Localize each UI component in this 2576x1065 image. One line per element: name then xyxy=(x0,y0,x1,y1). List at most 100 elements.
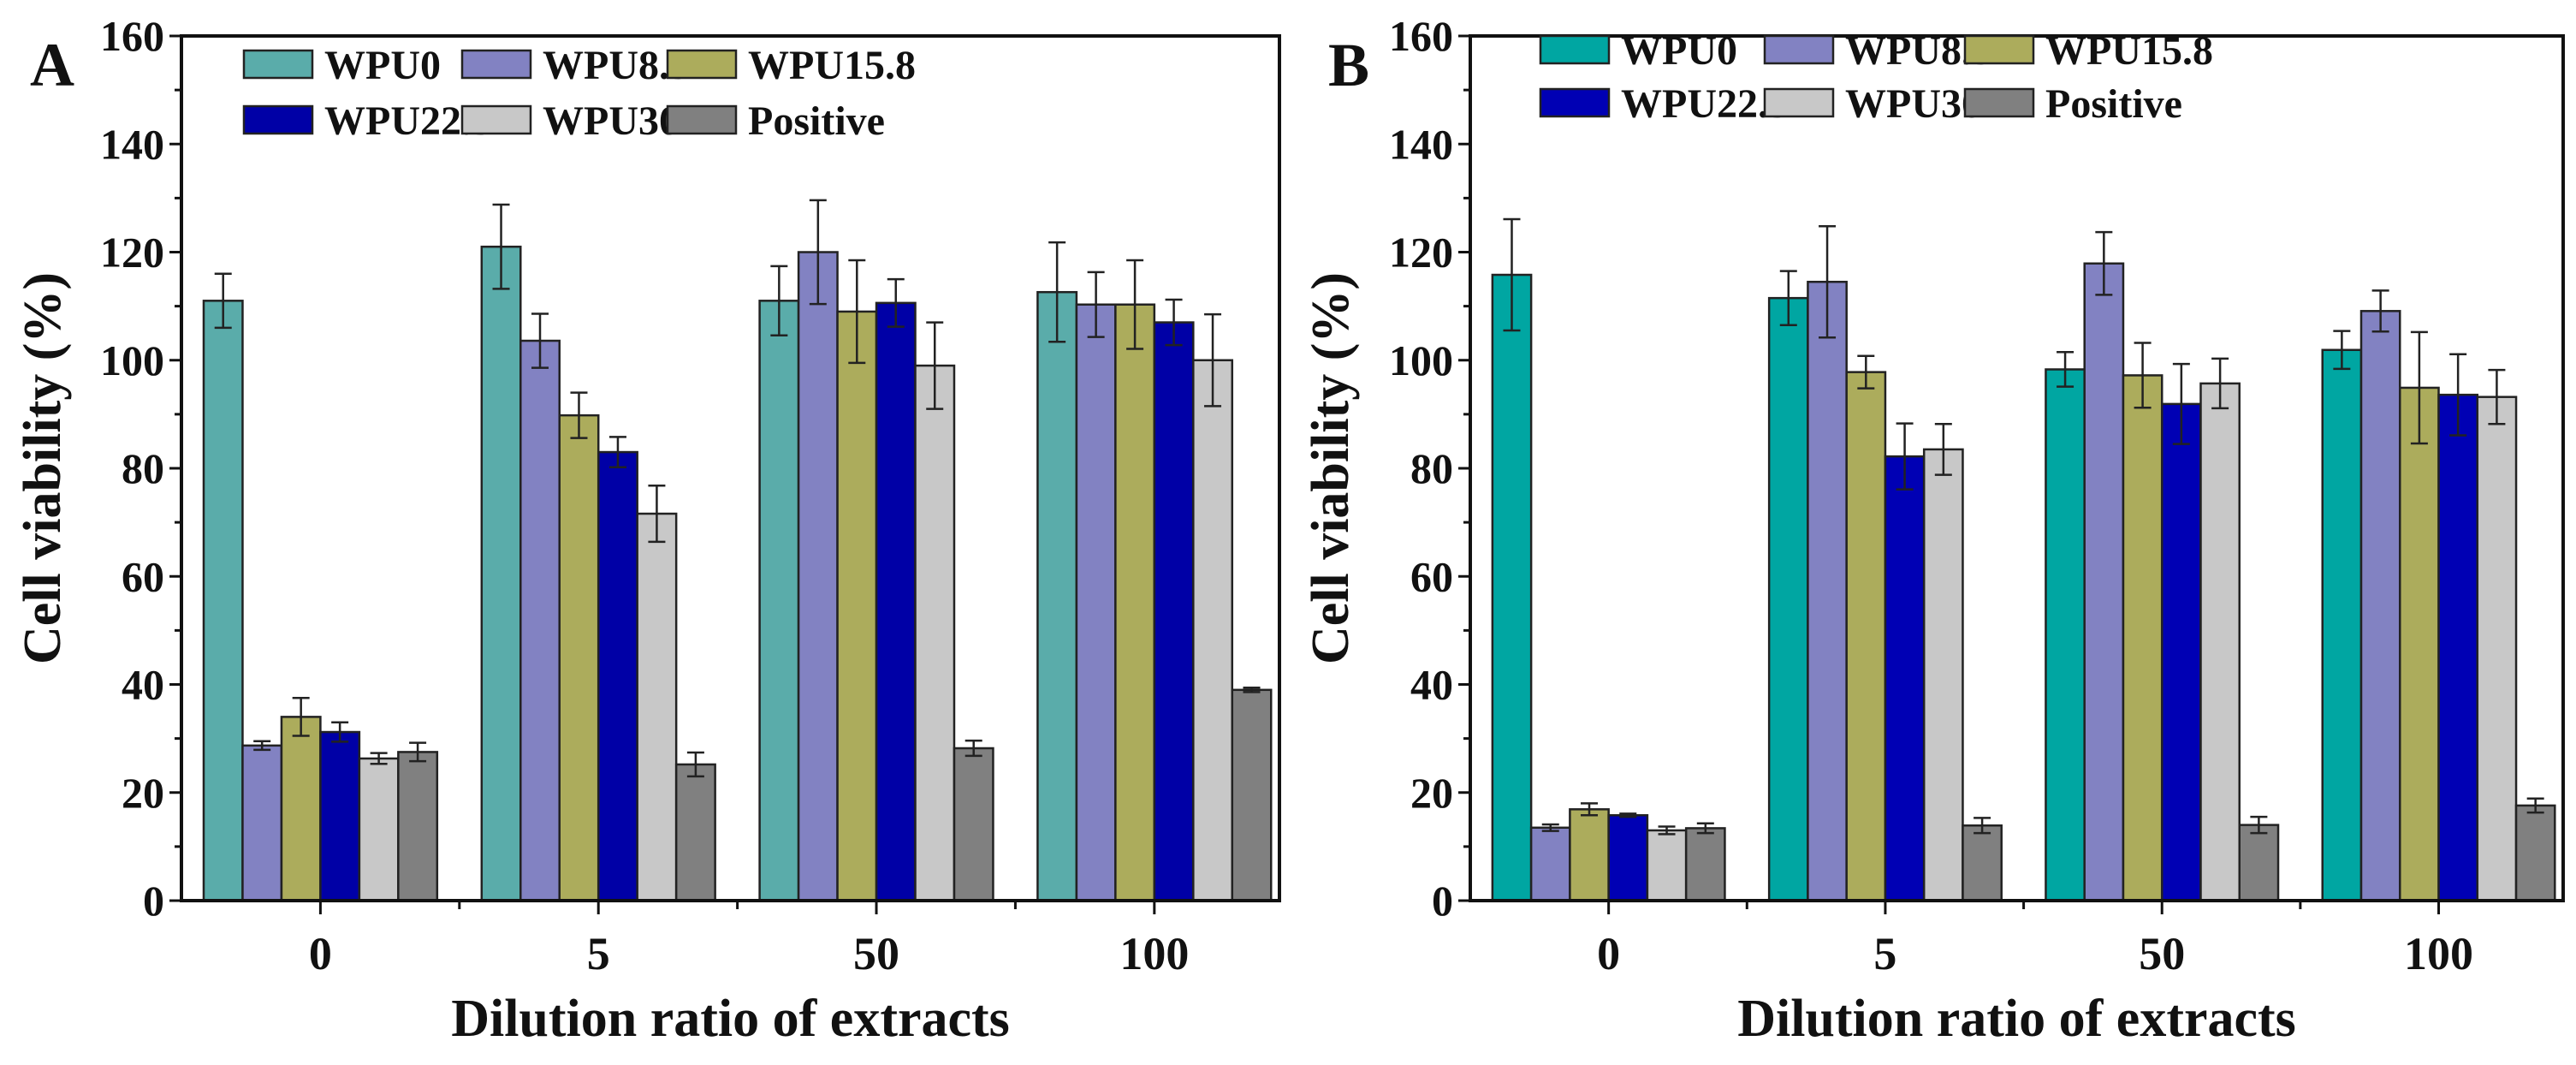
error-bar xyxy=(965,739,982,758)
legend-item: WPU15.8 xyxy=(1963,28,2213,74)
error-bar xyxy=(2526,797,2544,814)
error-bar xyxy=(1934,422,1952,476)
error-bar xyxy=(570,391,588,439)
error-bar xyxy=(1581,802,1599,817)
error-bar xyxy=(2172,362,2190,445)
bar-wpu15-8-0 xyxy=(280,716,322,902)
legend-label: WPU0 xyxy=(1621,28,1737,74)
y-tick-label: 80 xyxy=(1410,444,1453,492)
y-tick-label: 20 xyxy=(122,769,164,817)
error-bar xyxy=(1048,241,1066,343)
bar-wpu8-5-50 xyxy=(797,251,839,902)
bar-positive-0 xyxy=(397,751,439,902)
legend-item: WPU22.3 xyxy=(1539,81,1789,127)
legend-swatch xyxy=(460,104,532,135)
error-bar xyxy=(1243,687,1261,693)
legend-swatch xyxy=(1963,87,2035,118)
legend-item: WPU8.5 xyxy=(1763,28,1992,74)
error-bar xyxy=(1974,817,1991,835)
legend-item: WPU30 xyxy=(460,98,680,144)
error-bar xyxy=(2449,353,2467,437)
bar-wpu15-8-50 xyxy=(2122,374,2163,902)
error-bar xyxy=(2057,351,2074,388)
y-tick-label: 40 xyxy=(1410,661,1453,709)
bar-wpu22-3-100 xyxy=(1153,321,1195,902)
error-bar xyxy=(214,272,232,330)
legend-swatch xyxy=(1963,34,2035,65)
legend-label: WPU15.8 xyxy=(748,43,916,88)
bar-positive-5 xyxy=(674,763,716,902)
error-bar xyxy=(531,312,549,369)
x-tick-label: 50 xyxy=(2139,928,2185,979)
y-tick-label: 80 xyxy=(122,444,164,492)
error-bar xyxy=(1126,259,1144,350)
bar-wpu0-0 xyxy=(1491,273,1533,902)
legend-label: WPU0 xyxy=(324,43,441,88)
bar-wpu30-5 xyxy=(1922,448,1964,902)
error-bar xyxy=(492,203,510,290)
x-tick-label: 50 xyxy=(853,928,899,979)
error-bar xyxy=(1087,271,1105,338)
legend-item: WPU8.5 xyxy=(460,43,690,88)
y-tick-label: 20 xyxy=(1410,769,1453,817)
x-tick-label: 0 xyxy=(1597,928,1620,979)
legend-label: WPU22.3 xyxy=(1621,81,1789,127)
bar-wpu8-5-100 xyxy=(1075,303,1117,902)
bar-wpu0-100 xyxy=(1036,290,1078,902)
bar-wpu30-100 xyxy=(2476,396,2518,902)
y-tick-label: 160 xyxy=(100,12,164,60)
error-bar xyxy=(1503,217,1521,332)
bar-positive-5 xyxy=(1962,824,2003,902)
error-bar xyxy=(608,436,626,468)
y-tick-label: 60 xyxy=(122,552,164,600)
bar-wpu15-8-100 xyxy=(2399,386,2440,902)
bar-wpu30-50 xyxy=(914,364,956,902)
legend-item: WPU0 xyxy=(242,43,441,88)
error-bar xyxy=(1658,825,1676,836)
error-bar xyxy=(1896,422,1914,491)
panel-label: A xyxy=(30,31,74,99)
x-tick-label: 5 xyxy=(587,928,610,979)
error-bar xyxy=(848,259,866,365)
legend-label: WPU15.8 xyxy=(2045,28,2213,74)
bar-wpu30-50 xyxy=(2199,382,2241,902)
bar-wpu0-5 xyxy=(480,245,522,902)
error-bar xyxy=(2095,230,2113,296)
bar-positive-50 xyxy=(2238,824,2280,902)
error-bar xyxy=(1619,812,1637,818)
error-bar xyxy=(648,484,666,544)
error-bar xyxy=(2333,330,2351,371)
error-bar xyxy=(253,740,271,752)
legend-swatch xyxy=(460,49,532,80)
legend-label: WPU30 xyxy=(1845,81,1982,127)
y-tick-label: 60 xyxy=(1410,552,1453,600)
bar-wpu8-5-5 xyxy=(519,339,561,902)
error-bar xyxy=(887,277,905,328)
y-axis-title: Cell viability (%) xyxy=(1302,272,1360,664)
legend-swatch xyxy=(242,49,314,80)
error-bar xyxy=(2371,289,2389,333)
legend-swatch xyxy=(666,104,738,135)
legend-swatch xyxy=(1539,34,1611,65)
bar-positive-100 xyxy=(1231,688,1273,902)
legend-item: WPU22.3 xyxy=(242,98,492,144)
error-bar xyxy=(2211,357,2229,410)
error-bar xyxy=(2410,330,2428,445)
bar-wpu22-3-0 xyxy=(319,730,361,902)
error-bar xyxy=(1857,354,1875,390)
legend: WPU0 WPU8.5 WPU15.8 WPU22.3 WPU30 Positive xyxy=(1539,28,2213,127)
x-tick-label: 5 xyxy=(1873,928,1896,979)
error-bar xyxy=(1779,270,1797,326)
bar-wpu8-5-0 xyxy=(241,744,283,902)
bar-positive-0 xyxy=(1684,827,1726,902)
y-tick-label: 100 xyxy=(100,336,164,384)
legend-label: Positive xyxy=(748,98,885,144)
y-tick-label: 120 xyxy=(100,229,164,277)
bar-wpu15-8-100 xyxy=(1114,303,1156,902)
error-bar xyxy=(409,741,427,763)
legend-swatch xyxy=(1763,87,1835,118)
bar-wpu0-0 xyxy=(202,300,244,902)
bar-positive-50 xyxy=(953,747,994,902)
legend-item: WPU15.8 xyxy=(666,43,916,88)
bar-wpu0-100 xyxy=(2321,348,2363,902)
